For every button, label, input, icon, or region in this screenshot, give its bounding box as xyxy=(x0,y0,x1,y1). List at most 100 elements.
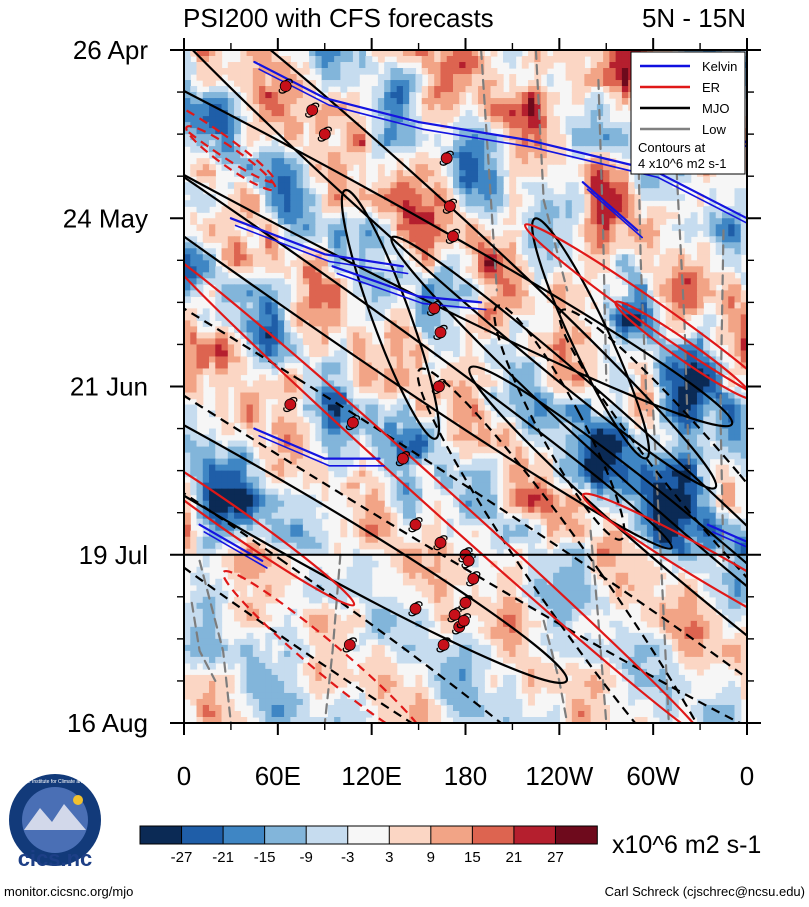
heat-cell xyxy=(490,338,498,346)
heat-cell xyxy=(440,92,448,99)
heat-cell xyxy=(734,386,742,394)
heat-cell xyxy=(440,56,448,63)
heat-cell xyxy=(284,428,291,436)
heat-cell xyxy=(346,332,354,340)
heat-cell xyxy=(409,116,417,123)
heat-cell xyxy=(396,140,404,147)
heat-cell xyxy=(559,50,567,57)
heat-cell xyxy=(421,62,429,69)
heat-cell xyxy=(309,266,316,273)
heat-cell xyxy=(227,368,235,376)
heat-cell xyxy=(434,428,442,436)
heat-cell xyxy=(515,368,523,376)
heat-cell xyxy=(190,98,198,105)
heat-cell xyxy=(346,404,354,412)
heat-cell xyxy=(340,452,348,460)
heat-cell xyxy=(284,182,291,189)
heat-cell xyxy=(503,296,510,303)
heat-cell xyxy=(590,134,598,141)
heat-cell xyxy=(703,428,711,436)
heat-cell xyxy=(578,224,585,231)
heat-cell xyxy=(452,392,460,400)
heat-cell xyxy=(478,236,485,243)
heat-cell xyxy=(221,122,229,129)
heat-cell xyxy=(252,86,260,93)
heat-cell xyxy=(359,122,367,129)
heat-cell xyxy=(646,236,654,243)
heat-cell xyxy=(553,434,560,442)
heat-cell xyxy=(565,260,573,267)
heat-cell xyxy=(202,140,210,147)
heat-cell xyxy=(584,338,592,346)
heat-cell xyxy=(265,152,273,159)
heat-cell xyxy=(496,296,504,303)
heat-cell xyxy=(409,380,417,388)
heat-cell xyxy=(596,104,604,111)
heat-cell xyxy=(640,242,648,249)
heat-cell xyxy=(503,410,510,418)
heat-cell xyxy=(452,452,460,460)
heat-cell xyxy=(290,170,298,177)
heat-cell xyxy=(265,452,273,460)
heat-cell xyxy=(209,230,216,237)
heat-cell xyxy=(190,116,198,123)
heat-cell xyxy=(596,80,604,87)
heat-cell xyxy=(234,440,241,448)
heat-cell xyxy=(359,428,367,436)
heat-cell xyxy=(653,302,661,309)
heat-cell xyxy=(471,314,479,321)
heat-cell xyxy=(671,440,679,448)
heat-cell xyxy=(302,428,310,436)
heat-cell xyxy=(265,86,273,93)
heat-cell xyxy=(309,278,316,285)
heat-cell xyxy=(377,308,385,315)
heat-cell xyxy=(484,176,492,183)
heat-cell xyxy=(327,74,335,81)
heat-cell xyxy=(371,440,379,448)
heat-cell xyxy=(190,170,198,177)
heat-cell xyxy=(184,68,191,75)
heat-cell xyxy=(271,92,279,99)
heat-cell xyxy=(578,140,585,147)
heat-cell xyxy=(671,308,679,315)
heat-cell xyxy=(184,458,191,466)
heat-cell xyxy=(409,104,417,111)
heat-cell xyxy=(734,392,742,400)
heat-cell xyxy=(346,440,354,448)
heat-cell xyxy=(534,218,542,225)
heat-cell xyxy=(584,212,592,219)
heat-cell xyxy=(377,284,385,291)
heat-cell xyxy=(209,80,216,87)
heat-cell xyxy=(234,290,241,297)
heat-cell xyxy=(465,62,473,69)
heat-cell xyxy=(265,224,273,231)
heat-cell xyxy=(352,116,360,123)
heat-cell xyxy=(721,338,729,346)
heat-cell xyxy=(578,410,585,418)
heat-cell xyxy=(471,80,479,87)
heat-cell xyxy=(396,422,404,430)
heat-cell xyxy=(671,350,679,358)
heat-cell xyxy=(340,134,348,141)
heat-cell xyxy=(709,284,717,291)
heat-cell xyxy=(452,260,460,267)
heat-cell xyxy=(640,434,648,442)
heat-cell xyxy=(496,146,504,153)
heat-cell xyxy=(240,464,248,472)
heat-cell xyxy=(321,386,329,394)
heat-cell xyxy=(421,398,429,406)
heat-cell xyxy=(315,290,323,297)
heat-cell xyxy=(202,338,210,346)
heat-cell xyxy=(377,296,385,303)
heat-cell xyxy=(734,332,742,340)
heat-cell xyxy=(671,194,679,201)
heat-cell xyxy=(202,230,210,237)
heat-cell xyxy=(528,152,535,159)
heat-cell xyxy=(646,254,654,261)
heat-cell xyxy=(340,176,348,183)
heat-cell xyxy=(465,446,473,454)
heat-cell xyxy=(478,206,485,213)
heat-cell xyxy=(546,188,554,195)
heat-cell xyxy=(484,164,492,171)
heat-cell xyxy=(415,434,423,442)
